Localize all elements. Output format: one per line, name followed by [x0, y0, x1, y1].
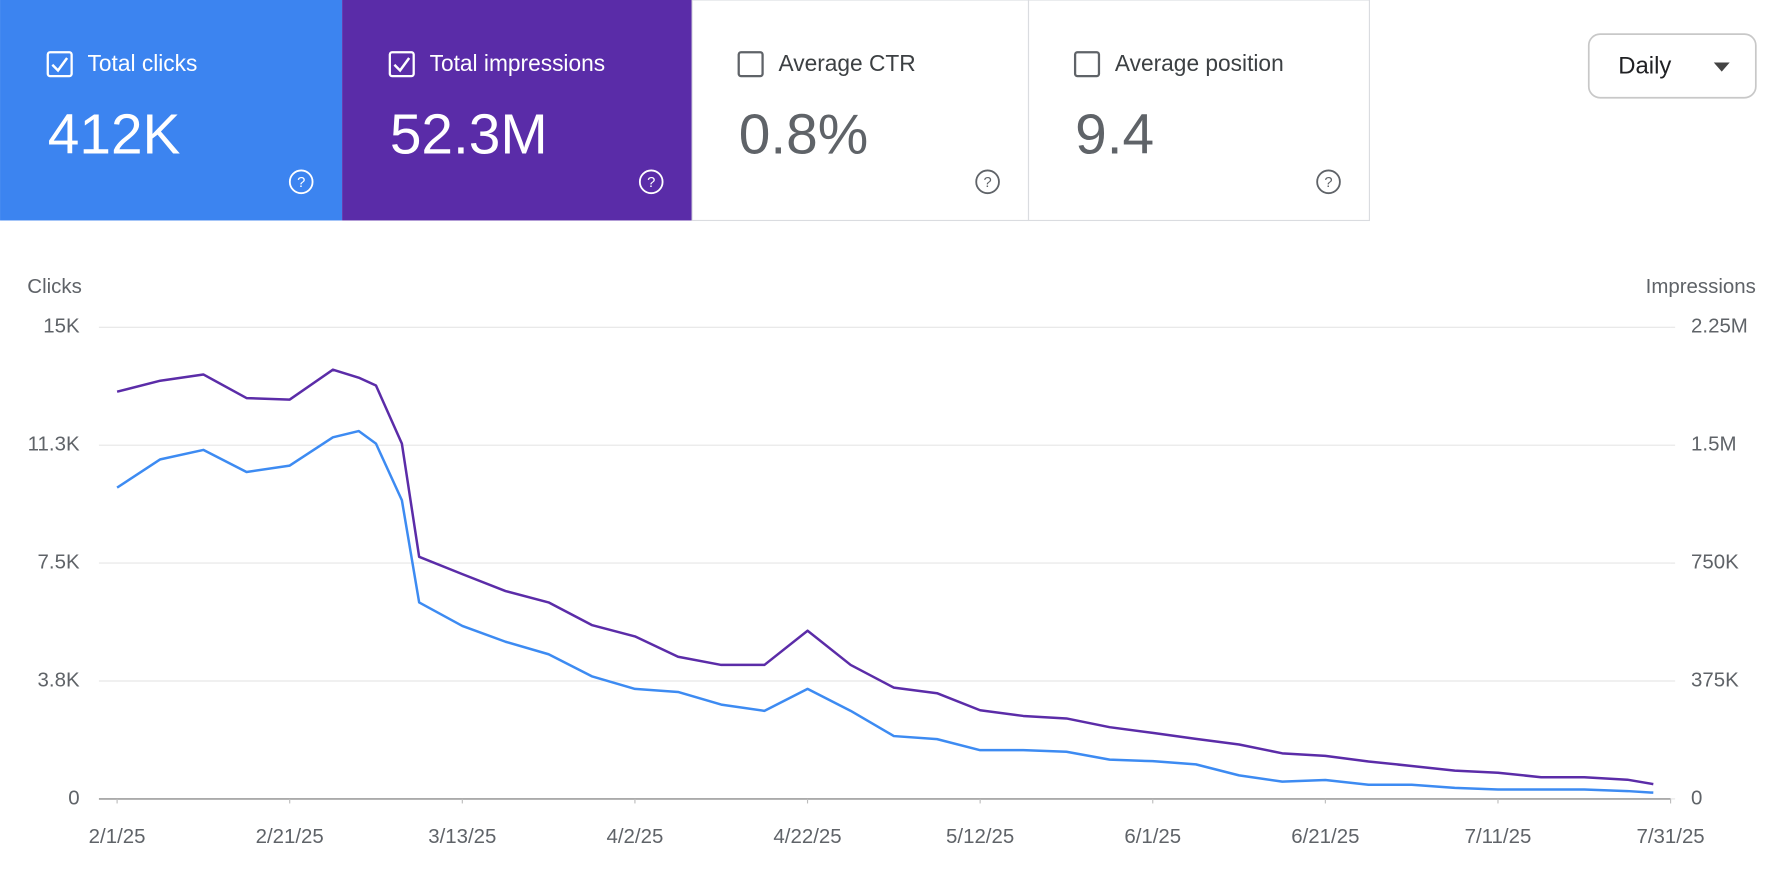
help-icon-mark: ?: [983, 175, 991, 191]
metric-card[interactable]: Average CTR 0.8%?: [691, 0, 1030, 222]
x-tick-label: 2/21/25: [256, 825, 324, 848]
card-background[interactable]: [0, 0, 343, 221]
x-tick-label: 6/21/25: [1291, 825, 1359, 848]
checkbox[interactable]: [737, 51, 764, 78]
card-value: 0.8%: [739, 104, 869, 167]
series-line: [116, 429, 1654, 794]
help-icon[interactable]: [975, 169, 1000, 195]
dropdown-arrow: [1713, 62, 1730, 72]
card-value: 9.4: [1075, 104, 1154, 167]
y-axis-title: Clicks: [27, 275, 82, 298]
y-tick-label: 0: [68, 786, 79, 809]
checkbox[interactable]: [46, 51, 73, 78]
card-label: Average CTR: [778, 50, 915, 76]
x-tick-label: 2/1/25: [89, 825, 146, 848]
card-label: Average position: [1115, 50, 1284, 76]
card-label: Total clicks: [88, 50, 198, 76]
y-tick-label: 7.5K: [38, 551, 80, 574]
checkbox[interactable]: [1073, 51, 1101, 78]
x-tick-label: 4/22/25: [773, 825, 841, 848]
y2-tick-label: 0: [1691, 786, 1702, 809]
card-value: 412K: [48, 104, 181, 167]
dropdown-label[interactable]: Daily: [1618, 52, 1671, 79]
checkbox[interactable]: [388, 51, 415, 78]
x-tick-label: 5/12/25: [946, 825, 1014, 848]
help-icon-mark: ?: [297, 175, 305, 191]
y2-tick-label: 375K: [1691, 668, 1739, 691]
series-line: [116, 368, 1654, 786]
help-icon[interactable]: [288, 169, 314, 195]
help-icon-mark: ?: [647, 175, 655, 191]
metric-card[interactable]: Average position 9.4?: [1027, 0, 1371, 222]
help-icon-mark: ?: [1324, 175, 1332, 191]
y2-tick-label: 2.25M: [1691, 315, 1748, 338]
x-tick-label: 7/11/25: [1465, 825, 1532, 848]
x-tick-label: 3/13/25: [428, 825, 496, 848]
help-icon[interactable]: [1316, 169, 1341, 195]
card-value: 52.3M: [390, 104, 548, 167]
help-icon[interactable]: [638, 169, 664, 195]
y-tick-label: 3.8K: [38, 668, 80, 691]
checkmark: [51, 57, 69, 73]
card-background[interactable]: [691, 0, 1030, 222]
metric-card[interactable]: Total clicks 412K?: [0, 0, 343, 221]
chart: Clicks Impressions 0 3.8K 7.5K 11.3K 15K 0 375K 7…: [27, 275, 1755, 848]
x-tick-label: 4/2/25: [607, 825, 664, 848]
x-tick-label: 7/31/25: [1636, 825, 1704, 848]
dropdown[interactable]: Daily: [1587, 33, 1757, 99]
checkmark: [393, 57, 411, 73]
metric-cards: Total clicks 412K? Total impressions 52.3M?…: [0, 0, 1371, 222]
y2-tick-label: 1.5M: [1691, 433, 1736, 456]
y-tick-label: 15K: [43, 315, 80, 338]
dropdown-box[interactable]: [1587, 33, 1757, 99]
card-background[interactable]: [342, 0, 693, 221]
y2-tick-label: 750K: [1691, 551, 1739, 574]
card-background[interactable]: [1027, 0, 1371, 222]
metric-card[interactable]: Total impressions 52.3M?: [342, 0, 693, 221]
y-tick-label: 11.3K: [28, 433, 80, 456]
card-label: Total impressions: [430, 50, 606, 76]
x-tick-label: 6/1/25: [1124, 825, 1181, 848]
y2-axis-title: Impressions: [1646, 275, 1756, 298]
